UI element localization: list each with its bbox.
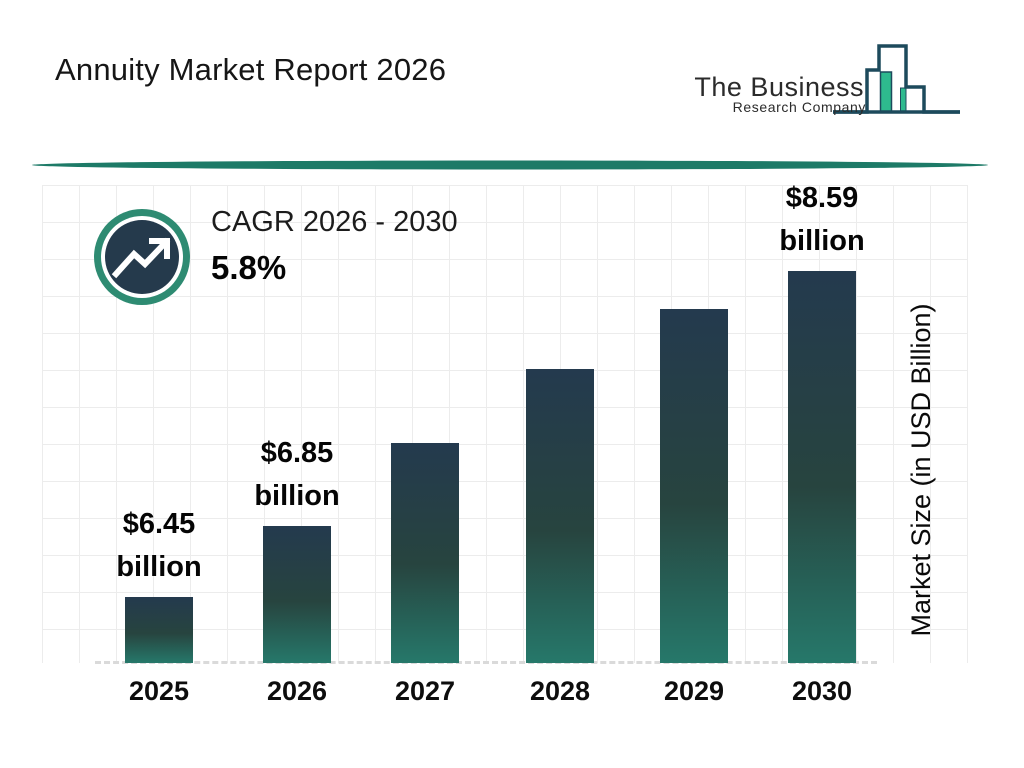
- x-axis-label: 2026: [266, 676, 328, 706]
- bar: [263, 526, 331, 663]
- bar-value-unit: billion: [254, 480, 340, 512]
- bar-value-label: $6.45 billion: [74, 491, 244, 589]
- trending-up-icon: [94, 209, 190, 305]
- bar-value-unit: billion: [779, 225, 865, 257]
- bar-value-label: $6.85 billion: [212, 420, 382, 518]
- company-logo: The Business Research Company: [694, 36, 1000, 132]
- x-axis-baseline: [95, 661, 877, 664]
- y-axis-title: Market Size (in USD Billion): [906, 303, 936, 637]
- bar-value-amount: $6.45: [122, 508, 196, 540]
- cagr-label: CAGR 2026 - 2030: [211, 206, 458, 238]
- page-title: Annuity Market Report 2026: [55, 52, 447, 87]
- bar-value-label: $8.59 billion: [737, 165, 907, 263]
- bar-value-amount: $8.59: [785, 182, 859, 214]
- bar: [526, 369, 594, 663]
- logo-text-line2: Research Company: [732, 99, 866, 115]
- logo-skyline-icon: [833, 44, 960, 114]
- cagr-badge: [90, 205, 194, 309]
- bar: [788, 271, 856, 663]
- bar: [391, 443, 459, 663]
- bar-value-unit: billion: [116, 551, 202, 583]
- cagr-value: 5.8%: [211, 249, 287, 286]
- divider-line: [32, 160, 988, 170]
- x-axis-label: 2028: [529, 676, 591, 706]
- x-axis-label: 2027: [394, 676, 456, 706]
- bar: [660, 309, 728, 663]
- bar-value-amount: $6.85: [260, 437, 334, 469]
- x-axis-label: 2030: [791, 676, 853, 706]
- x-axis-label: 2029: [663, 676, 725, 706]
- bar: [125, 597, 193, 663]
- x-axis-label: 2025: [128, 676, 190, 706]
- logo-text-line1: The Business: [694, 72, 864, 102]
